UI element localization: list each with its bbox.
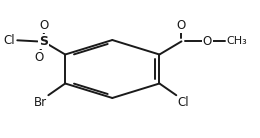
Text: Cl: Cl xyxy=(178,96,189,109)
Text: Br: Br xyxy=(34,96,47,109)
Text: O: O xyxy=(177,19,186,32)
Text: CH₃: CH₃ xyxy=(226,36,247,46)
Text: S: S xyxy=(39,35,48,48)
Text: O: O xyxy=(203,35,212,48)
Text: O: O xyxy=(40,19,49,32)
Text: O: O xyxy=(34,51,43,64)
Text: Cl: Cl xyxy=(3,34,15,47)
